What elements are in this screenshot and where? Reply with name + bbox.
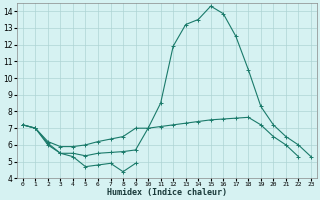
X-axis label: Humidex (Indice chaleur): Humidex (Indice chaleur) <box>107 188 227 197</box>
